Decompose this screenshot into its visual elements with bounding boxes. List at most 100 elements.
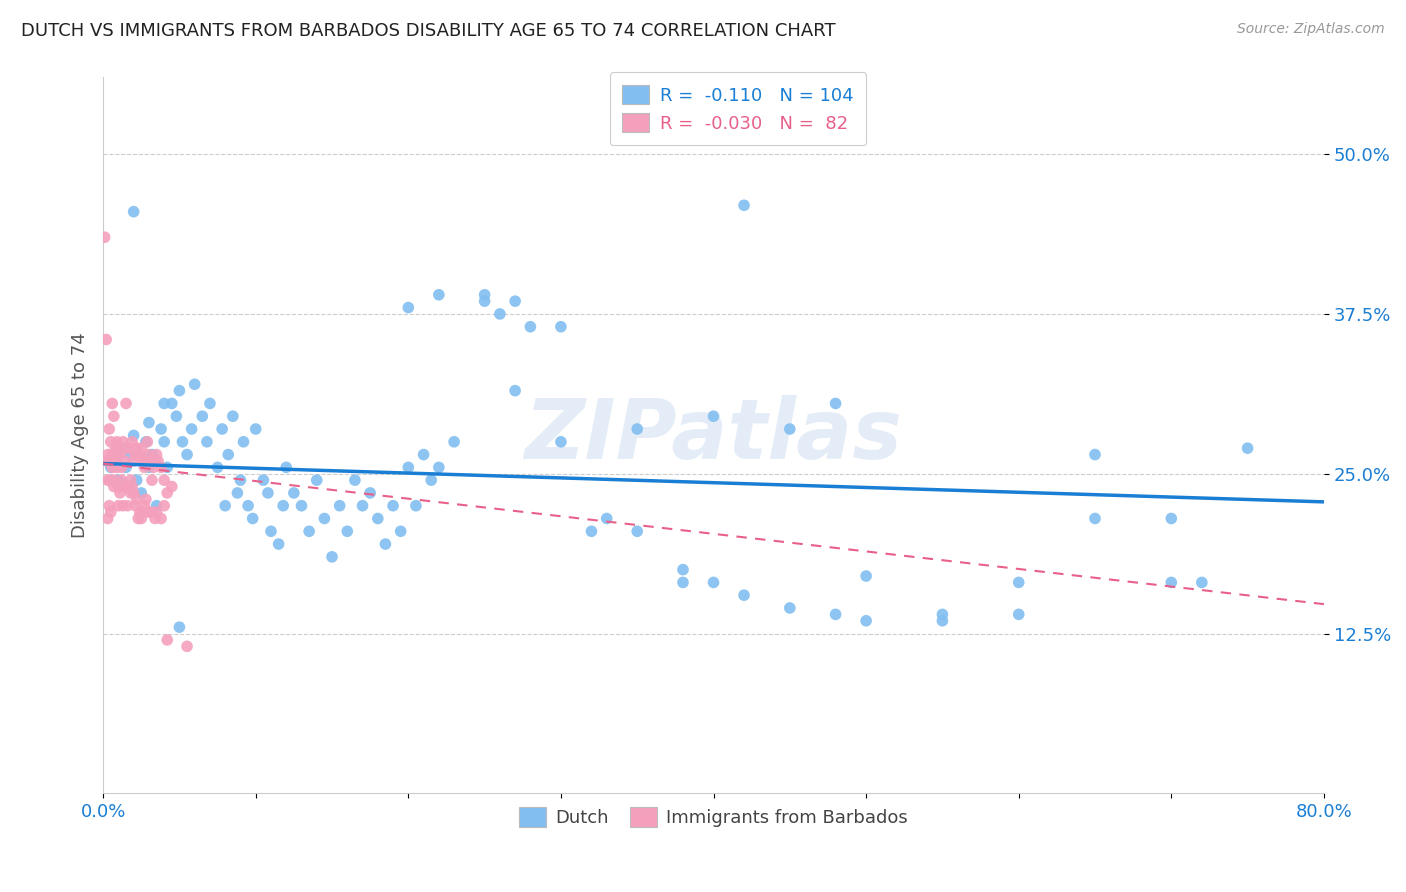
Point bbox=[101, 396, 124, 410]
Point bbox=[336, 524, 359, 539]
Point bbox=[124, 448, 146, 462]
Point bbox=[217, 448, 239, 462]
Point bbox=[139, 454, 162, 468]
Point bbox=[321, 549, 343, 564]
Point bbox=[97, 448, 120, 462]
Point bbox=[1191, 575, 1213, 590]
Point bbox=[931, 614, 953, 628]
Point bbox=[135, 434, 157, 449]
Text: Source: ZipAtlas.com: Source: ZipAtlas.com bbox=[1237, 22, 1385, 37]
Point bbox=[1084, 448, 1107, 462]
Point bbox=[581, 524, 603, 539]
Point bbox=[198, 396, 221, 410]
Point bbox=[138, 416, 160, 430]
Text: ZIPatlas: ZIPatlas bbox=[524, 395, 903, 476]
Point bbox=[108, 486, 131, 500]
Point bbox=[160, 396, 183, 410]
Point bbox=[180, 422, 202, 436]
Point bbox=[134, 460, 156, 475]
Point bbox=[103, 409, 125, 424]
Point bbox=[367, 511, 389, 525]
Point bbox=[96, 454, 118, 468]
Point bbox=[855, 614, 877, 628]
Point bbox=[169, 620, 191, 634]
Point bbox=[101, 448, 124, 462]
Point bbox=[474, 294, 496, 309]
Point bbox=[150, 460, 173, 475]
Point bbox=[121, 479, 143, 493]
Point bbox=[153, 434, 176, 449]
Point bbox=[145, 499, 167, 513]
Point bbox=[931, 607, 953, 622]
Point bbox=[122, 486, 145, 500]
Point bbox=[129, 441, 152, 455]
Point bbox=[97, 511, 120, 525]
Point bbox=[257, 486, 280, 500]
Point bbox=[121, 434, 143, 449]
Point bbox=[105, 460, 128, 475]
Point bbox=[160, 479, 183, 493]
Point bbox=[195, 434, 218, 449]
Point bbox=[122, 454, 145, 468]
Point bbox=[124, 499, 146, 513]
Point bbox=[214, 499, 236, 513]
Point bbox=[97, 473, 120, 487]
Point bbox=[145, 505, 167, 519]
Point bbox=[252, 473, 274, 487]
Point bbox=[153, 473, 176, 487]
Point bbox=[271, 499, 294, 513]
Point bbox=[100, 454, 122, 468]
Point bbox=[136, 434, 159, 449]
Point bbox=[150, 422, 173, 436]
Point bbox=[104, 448, 127, 462]
Point bbox=[132, 505, 155, 519]
Point bbox=[141, 505, 163, 519]
Point bbox=[1236, 441, 1258, 455]
Point bbox=[672, 563, 695, 577]
Point bbox=[118, 441, 141, 455]
Point bbox=[503, 294, 526, 309]
Point bbox=[474, 287, 496, 301]
Point bbox=[156, 486, 179, 500]
Point bbox=[427, 287, 450, 301]
Point bbox=[226, 486, 249, 500]
Point bbox=[1160, 511, 1182, 525]
Point bbox=[104, 441, 127, 455]
Point bbox=[1008, 575, 1031, 590]
Point bbox=[329, 499, 352, 513]
Point bbox=[1084, 511, 1107, 525]
Point bbox=[222, 409, 245, 424]
Point bbox=[779, 601, 801, 615]
Point bbox=[115, 479, 138, 493]
Point bbox=[207, 460, 229, 475]
Point bbox=[236, 499, 259, 513]
Point bbox=[129, 486, 152, 500]
Point bbox=[134, 499, 156, 513]
Point bbox=[389, 524, 412, 539]
Point bbox=[118, 479, 141, 493]
Point bbox=[626, 524, 648, 539]
Point bbox=[1008, 607, 1031, 622]
Point bbox=[111, 434, 134, 449]
Point bbox=[305, 473, 328, 487]
Point bbox=[1160, 575, 1182, 590]
Point bbox=[172, 434, 194, 449]
Point bbox=[98, 499, 121, 513]
Point bbox=[427, 460, 450, 475]
Point bbox=[110, 441, 132, 455]
Point bbox=[111, 499, 134, 513]
Point bbox=[125, 441, 148, 455]
Point bbox=[156, 632, 179, 647]
Point bbox=[128, 448, 150, 462]
Point bbox=[117, 499, 139, 513]
Point bbox=[104, 454, 127, 468]
Point bbox=[110, 460, 132, 475]
Point bbox=[382, 499, 405, 513]
Point bbox=[107, 441, 129, 455]
Point bbox=[120, 473, 142, 487]
Point bbox=[314, 511, 336, 525]
Point bbox=[143, 454, 166, 468]
Point bbox=[146, 454, 169, 468]
Point bbox=[443, 434, 465, 449]
Point bbox=[779, 422, 801, 436]
